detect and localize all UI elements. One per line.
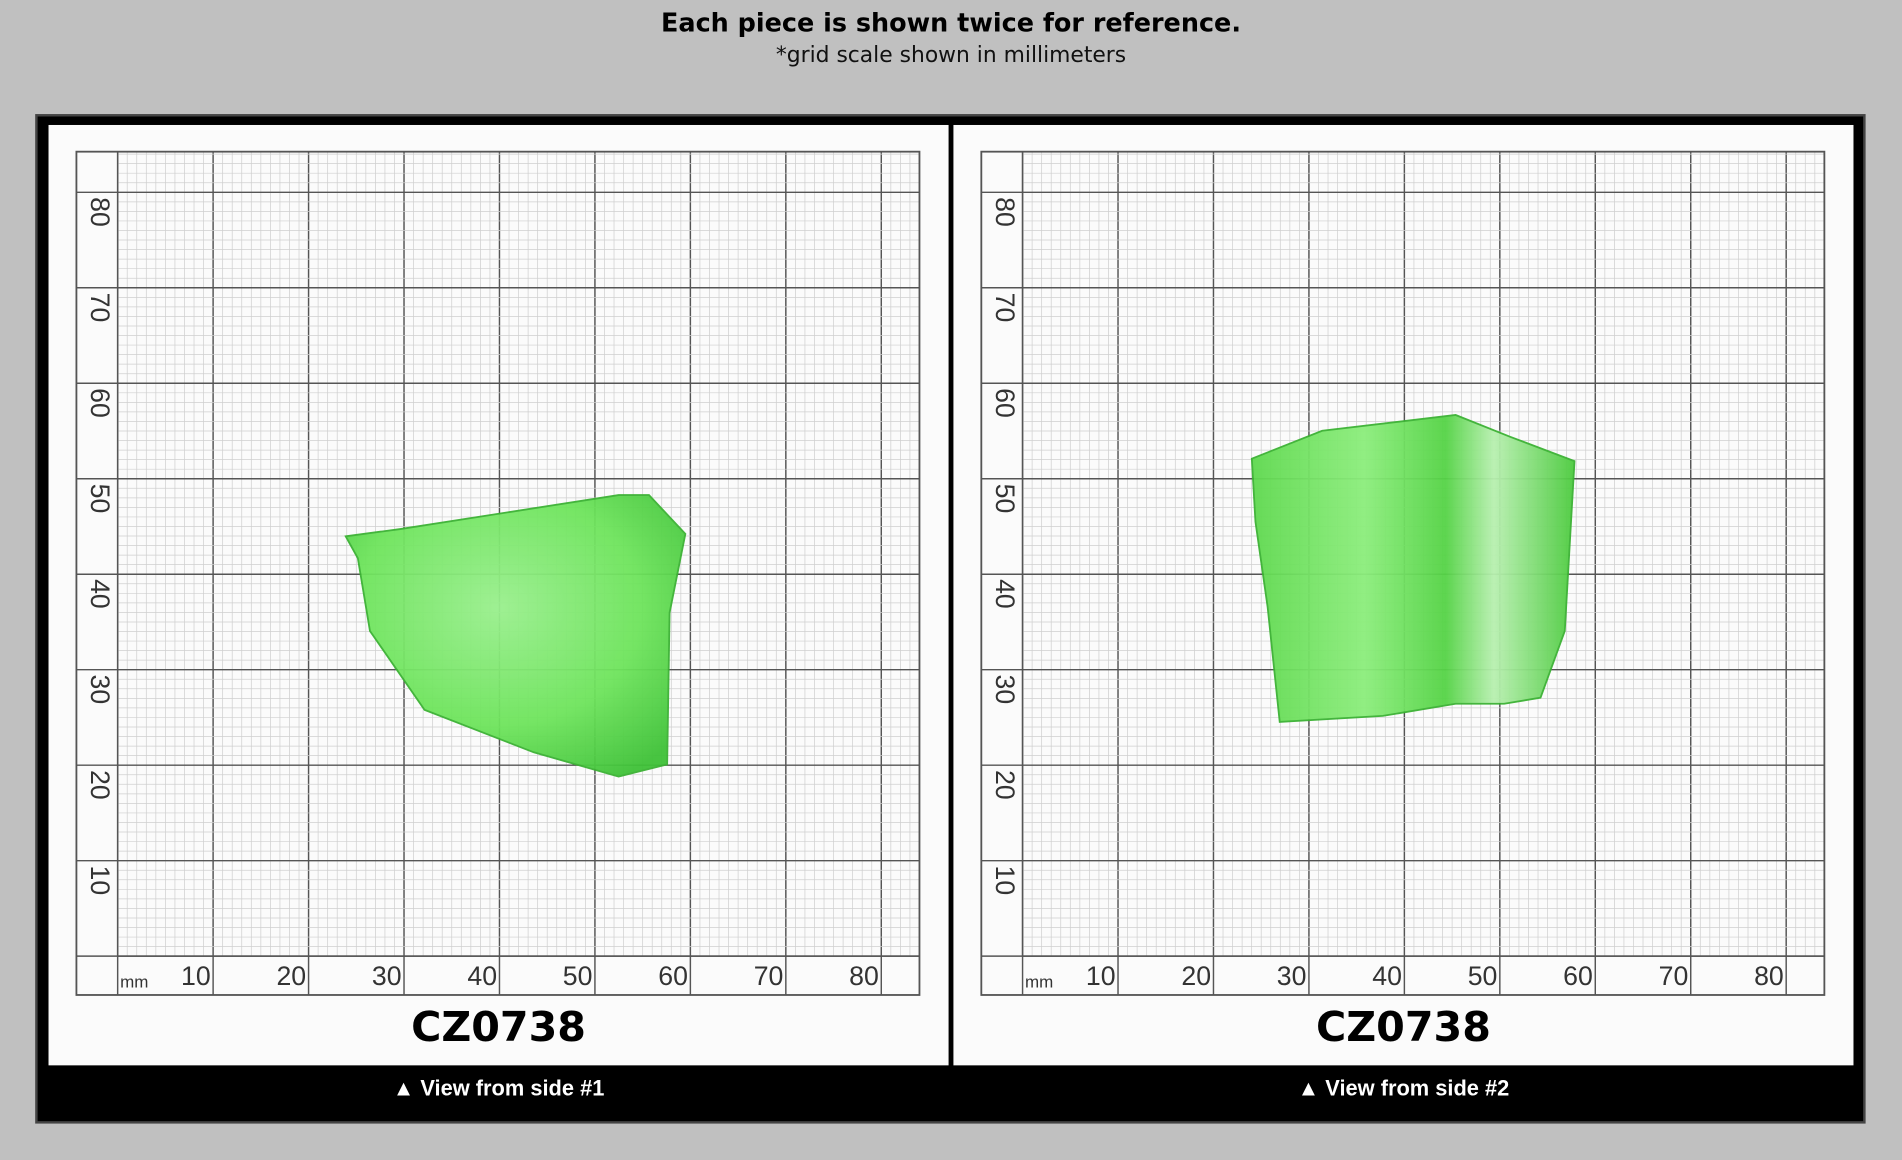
y-label: 70 — [990, 293, 1020, 323]
x-label: 40 — [467, 961, 497, 991]
y-label: 10 — [990, 866, 1020, 896]
x-label: 20 — [1181, 961, 1211, 991]
x-label: 50 — [563, 961, 593, 991]
y-label: 60 — [990, 388, 1020, 418]
y-label: 50 — [85, 484, 115, 514]
unit-label: mm — [1025, 972, 1053, 991]
panel: 10 20 30 40 50 60 70 80 10 20 30 40 50 60 70 80 mm CZ0738… — [48, 124, 949, 1100]
y-label: 30 — [990, 675, 1020, 705]
x-label: 50 — [1468, 961, 1498, 991]
x-label: 60 — [658, 961, 688, 991]
y-label: 80 — [990, 197, 1020, 227]
gemstone — [344, 494, 687, 778]
x-label: 20 — [276, 961, 306, 991]
caption: ▲ View from side #1 — [393, 1075, 605, 1100]
title: Each piece is shown twice for reference. — [661, 8, 1241, 38]
x-label: 40 — [1372, 961, 1402, 991]
x-label: 80 — [1754, 961, 1784, 991]
y-label: 30 — [85, 675, 115, 705]
x-label: 10 — [181, 961, 211, 991]
subtitle: *grid scale shown in millimeters — [776, 43, 1126, 68]
y-label: 40 — [85, 579, 115, 609]
unit-label: mm — [120, 972, 148, 991]
gemstone — [1250, 414, 1576, 723]
y-label: 20 — [85, 770, 115, 800]
x-label: 70 — [1659, 961, 1689, 991]
x-label: 70 — [754, 961, 784, 991]
panel: 10 20 30 40 50 60 70 80 10 20 30 40 50 60 70 80 mm CZ0738… — [953, 124, 1854, 1100]
y-label: 60 — [85, 388, 115, 418]
x-label: 30 — [1277, 961, 1307, 991]
y-label: 40 — [990, 579, 1020, 609]
x-label: 10 — [1086, 961, 1116, 991]
caption: ▲ View from side #2 — [1298, 1075, 1510, 1100]
y-label: 80 — [85, 197, 115, 227]
product-code: CZ0738 — [1316, 1003, 1491, 1051]
y-label: 20 — [990, 770, 1020, 800]
y-label: 70 — [85, 293, 115, 323]
y-label: 10 — [85, 866, 115, 896]
x-label: 80 — [849, 961, 879, 991]
x-label: 60 — [1563, 961, 1593, 991]
x-label: 30 — [372, 961, 402, 991]
grid-border — [75, 150, 921, 996]
grid-border — [980, 150, 1826, 996]
product-code: CZ0738 — [411, 1003, 586, 1051]
y-label: 50 — [990, 484, 1020, 514]
